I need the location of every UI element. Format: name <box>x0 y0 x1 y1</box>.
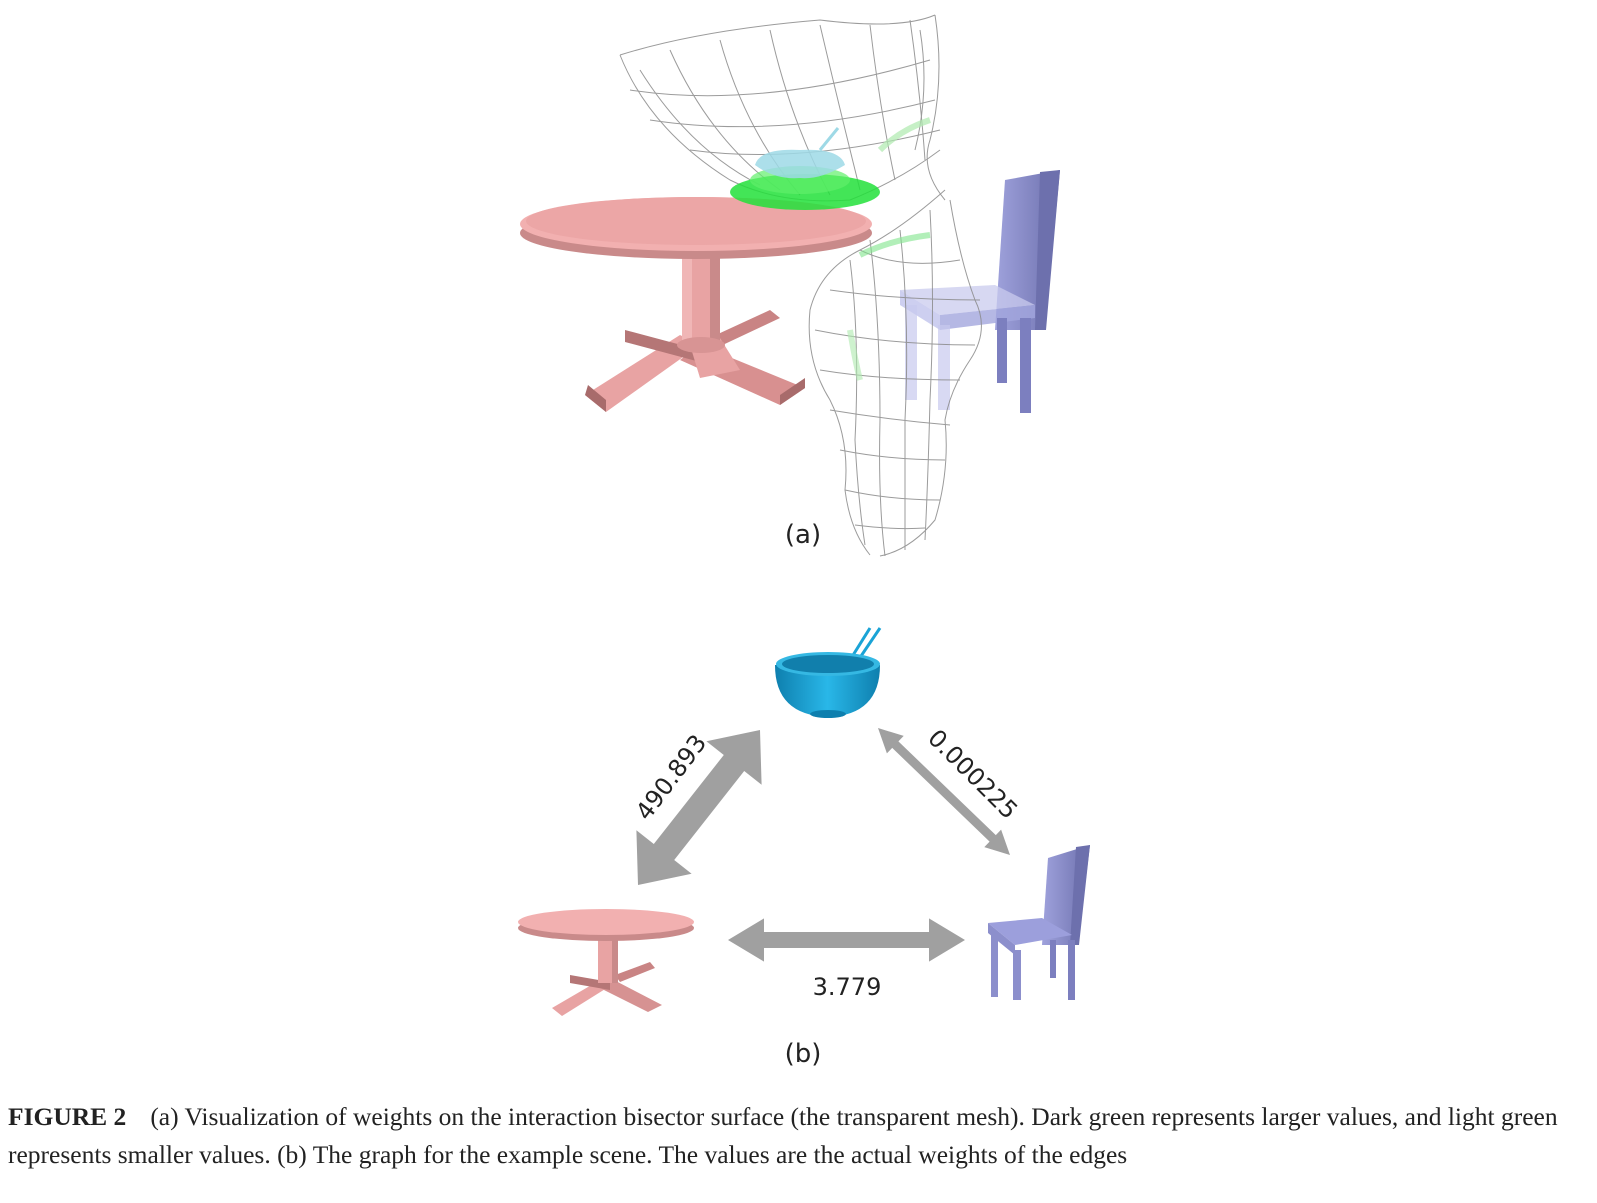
figure-number: FIGURE 2 <box>8 1102 127 1131</box>
graph-node-table <box>518 909 694 1016</box>
edge-weight-table-chair: 3.779 <box>813 973 882 1001</box>
graph-node-bowl <box>775 627 882 718</box>
panel-a-label: (a) <box>785 520 821 550</box>
edge-arrow-table-chair <box>728 918 965 962</box>
table-model <box>520 197 872 412</box>
edge-arrow-bowl-chair <box>878 728 1010 855</box>
figure-2: (a) <box>518 14 1090 1069</box>
panel-a-scene: (a) <box>520 14 1060 557</box>
weight-highlights <box>730 117 931 381</box>
panel-b-label: (b) <box>785 1039 822 1069</box>
chair-model <box>900 170 1060 413</box>
caption-text: (a) Visualization of weights on the inte… <box>8 1102 1558 1169</box>
figure-caption: FIGURE 2 (a) Visualization of weights on … <box>8 1098 1593 1174</box>
edge-weight-bowl-chair: 0.000225 <box>922 724 1023 825</box>
edge-arrow-bowl-table <box>636 730 762 885</box>
bisector-mesh <box>619 14 982 557</box>
graph-node-chair <box>988 845 1090 1000</box>
